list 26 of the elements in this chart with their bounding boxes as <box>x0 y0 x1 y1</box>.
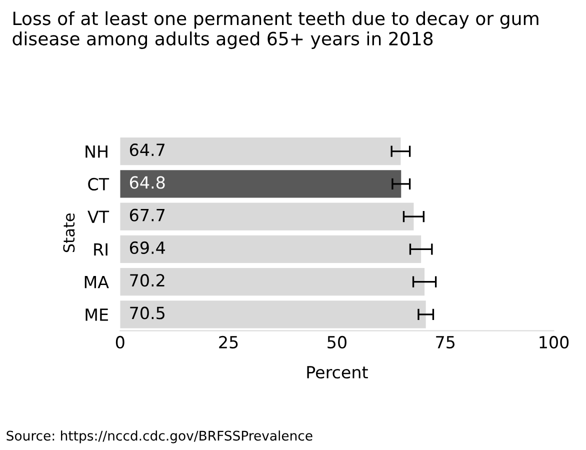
data-label: 64.7 <box>130 144 164 156</box>
y-tick-label: CT <box>88 178 110 191</box>
source-note: Source: https://nccd.cdc.gov/BRFSSPrevalence <box>6 430 312 444</box>
data-label: 69.4 <box>130 241 165 254</box>
y-axis-title: State <box>63 213 75 252</box>
bar <box>120 137 401 166</box>
y-tick-label: VT <box>88 210 110 223</box>
x-tick-label: 100 <box>540 336 569 349</box>
bar <box>120 170 402 198</box>
data-label: 64.8 <box>130 176 165 189</box>
y-tick-label: ME <box>86 308 108 321</box>
chart-title: Loss of at least one permanent teeth due to decay or gum disease among adults aged 65+ years in 2018 <box>12 11 538 49</box>
x-tick-label: 0 <box>116 336 124 349</box>
data-label: 70.2 <box>130 274 164 287</box>
x-tick-label: 50 <box>328 336 346 349</box>
y-tick-label: RI <box>94 243 108 256</box>
x-tick-label: 75 <box>436 336 455 349</box>
data-label: 67.7 <box>130 208 164 222</box>
y-tick-label: MA <box>84 276 109 288</box>
bar <box>120 268 425 296</box>
bar <box>120 235 422 264</box>
bar <box>120 202 414 230</box>
y-tick-label: NH <box>86 145 108 158</box>
x-tick-label: 25 <box>219 336 238 349</box>
data-label: 70.5 <box>130 306 164 320</box>
x-axis-title: Percent <box>307 366 368 379</box>
